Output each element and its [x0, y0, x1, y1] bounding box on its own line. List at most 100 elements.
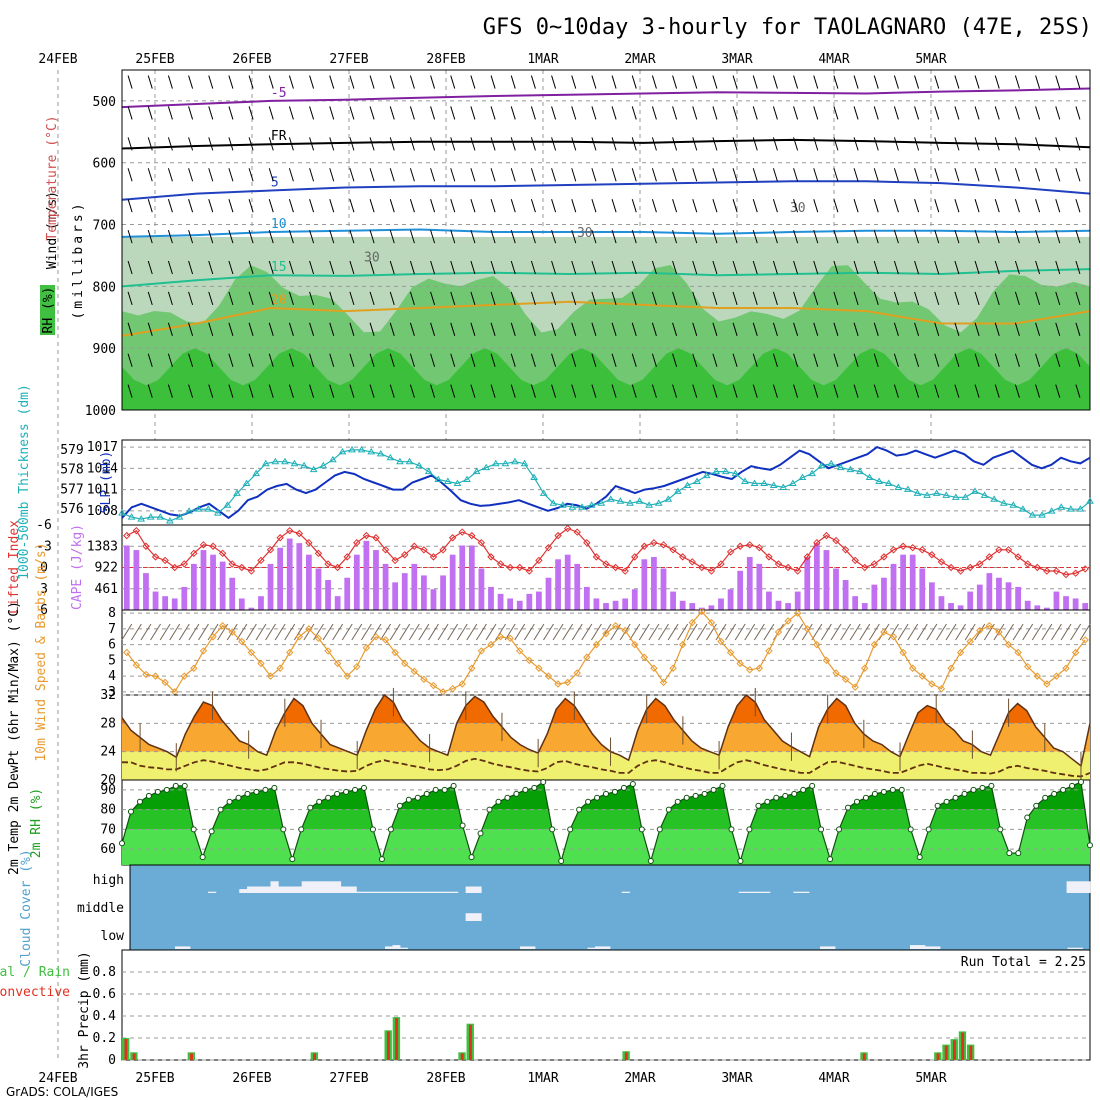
wind-barb — [147, 322, 153, 336]
wind-barb — [672, 106, 678, 120]
wind-barb — [495, 623, 506, 641]
wind-barb — [268, 168, 274, 182]
thickness-marker — [587, 501, 596, 508]
wind-barb — [490, 106, 496, 120]
wind-barb — [228, 137, 234, 151]
wind-barb — [813, 75, 819, 89]
wind-barb — [1035, 199, 1041, 213]
rh-marker — [352, 786, 359, 793]
wind-tick-label: 3 — [108, 685, 116, 700]
wind-barb — [873, 75, 879, 89]
cape-bar — [143, 573, 149, 610]
wind-barb — [833, 75, 839, 89]
wind-barb — [551, 137, 557, 151]
wind-speed-marker — [563, 678, 572, 687]
wind-barb — [813, 291, 819, 306]
wind-barb — [228, 353, 234, 367]
cloud-high-cell — [239, 889, 248, 893]
wind-speed-marker — [180, 672, 189, 680]
lifted-index-marker — [736, 542, 744, 550]
wind-tick-label: 6 — [108, 638, 116, 653]
rh-marker — [307, 804, 314, 811]
rh-marker — [665, 806, 672, 813]
wind-barb — [167, 384, 173, 398]
wind-speed-marker — [554, 680, 562, 688]
wind-barb — [706, 623, 717, 641]
cape-bar — [766, 591, 772, 610]
thickness-marker — [961, 493, 970, 500]
thickness-marker — [290, 459, 299, 467]
wind-barb — [712, 106, 718, 120]
wind-speed-marker — [1004, 640, 1013, 649]
wind-barb — [430, 199, 436, 213]
wind-barb — [897, 623, 909, 641]
wind-barb — [309, 291, 315, 306]
wind-barb — [926, 623, 938, 641]
wind-barb — [974, 229, 980, 244]
rh-marker — [782, 792, 789, 799]
wind-barb — [934, 229, 940, 244]
thickness-tick-label: 577 — [60, 482, 83, 497]
wind-barb — [571, 384, 577, 398]
cloud-low-cell — [595, 946, 603, 949]
wind-barb — [551, 199, 557, 213]
precip-convective-bar — [944, 1045, 948, 1060]
thickness-tick-label: 579 — [60, 443, 83, 458]
wind-barb — [510, 291, 516, 306]
wind-barb — [934, 75, 940, 89]
lifted-index-marker — [726, 548, 735, 556]
wind-speed-marker — [793, 609, 802, 617]
wind-speed-marker — [525, 656, 534, 665]
wind-barb — [712, 168, 718, 182]
rh-marker — [253, 788, 260, 795]
date-label-top: 5MAR — [915, 52, 946, 67]
wind-speed-marker — [238, 637, 246, 646]
wind-barb — [399, 623, 411, 641]
wind-barb — [1055, 260, 1061, 275]
wind-barb — [1055, 168, 1061, 182]
wind-barb — [188, 260, 194, 275]
lifted-index-marker — [832, 536, 840, 545]
date-label-top: 24FEB — [38, 52, 77, 67]
thickness-marker — [204, 505, 213, 512]
slp-frame — [121, 439, 1091, 526]
wind-barb — [853, 384, 859, 398]
rh-marker — [737, 858, 744, 865]
wind-barb — [288, 291, 294, 306]
wind-barb — [893, 353, 899, 367]
wind-barb — [430, 137, 436, 151]
wind-barb — [1055, 322, 1061, 336]
wind-barb — [672, 229, 678, 244]
wind-barb — [188, 75, 194, 89]
rh-marker — [585, 798, 592, 805]
temp-tick-label: 20 — [100, 773, 116, 788]
rh-marker — [172, 782, 179, 789]
sounding-frame — [121, 69, 1091, 411]
wind-barb — [543, 623, 554, 641]
wind-speed-marker — [477, 647, 486, 655]
wind-barb — [167, 353, 173, 367]
wind-barb — [409, 75, 415, 89]
wind-barb — [853, 199, 859, 213]
wind-speed-marker — [918, 672, 926, 680]
wind-speed-marker — [765, 647, 773, 655]
wind-speed-marker — [832, 669, 840, 677]
wind-speed-marker — [717, 637, 725, 646]
isotherm-label: 15 — [271, 260, 287, 275]
wind-barb — [833, 322, 839, 336]
lifted-index-marker — [295, 529, 304, 538]
lifted-index-marker — [592, 553, 601, 561]
wind-speed-marker — [218, 622, 227, 630]
cape-bar — [162, 596, 169, 610]
wind-barb — [530, 168, 536, 182]
thickness-marker — [1009, 501, 1018, 508]
lifted-index-marker — [746, 541, 754, 549]
wind-barb — [530, 353, 536, 367]
cape-bar — [315, 568, 322, 610]
wind-barb — [127, 168, 133, 182]
li-axis-label: Lifted Index — [7, 520, 22, 614]
wind-barb — [530, 384, 536, 398]
wind-barb — [167, 106, 173, 120]
precip-tick-label: 0.8 — [93, 965, 116, 980]
thickness-marker — [376, 449, 385, 457]
